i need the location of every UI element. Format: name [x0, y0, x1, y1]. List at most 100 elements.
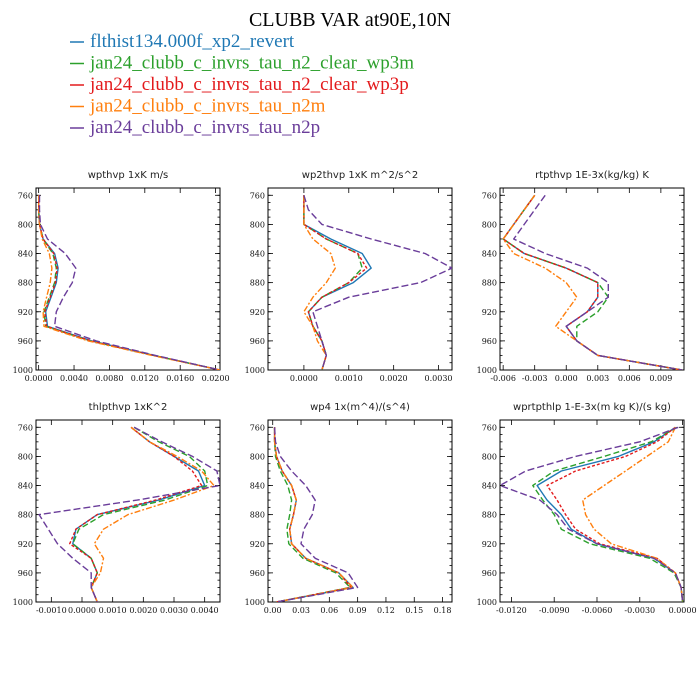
y-tick-label: 920	[482, 308, 497, 317]
y-tick-label: 960	[18, 569, 33, 578]
x-tick-label: 0.006	[618, 374, 641, 383]
series-line-3	[68, 426, 203, 602]
x-tick-label: 0.0040	[60, 374, 88, 383]
chart-panel: rtpthvp 1E-3x(kg/kg) K 760 800 840 880 920 960…	[477, 170, 685, 383]
series-line-2	[502, 194, 683, 370]
x-tick-label: 0.003	[586, 374, 609, 383]
y-tick-label: 840	[250, 482, 265, 491]
x-tick-label: 0.0200	[202, 374, 230, 383]
x-tick-label: 0.0120	[131, 374, 159, 383]
chart-panel: wpthvp 1xK m/s76080084088092096010000.00…	[13, 170, 230, 383]
series-line-1	[536, 426, 684, 602]
series-line-1	[38, 195, 220, 370]
x-tick-label: 0.12	[377, 606, 395, 615]
y-tick-label: 920	[18, 540, 33, 549]
y-tick-label: 880	[482, 511, 497, 520]
x-tick-label: -0.0090	[539, 606, 570, 615]
panel-title: wprtpthlp 1-E-3x(m kg K)/(s kg)	[513, 402, 671, 413]
x-tick-label: 0.0000	[290, 374, 318, 383]
y-tick-label: 880	[250, 511, 265, 520]
x-tick-label: 0.09	[349, 606, 367, 615]
x-tick-label: -0.0120	[496, 606, 527, 615]
x-tick-label: 0.0020	[380, 374, 408, 383]
y-tick-label: 920	[18, 308, 33, 317]
series-line-4	[90, 426, 215, 602]
y-tick-label: 800	[18, 452, 33, 461]
y-tick-label: 960	[250, 569, 265, 578]
series-group	[273, 427, 359, 602]
series-line-3	[502, 194, 683, 370]
chart-panel: thlpthvp 1xK^2 760 800 840 880 920 960 1000-0.0…	[13, 402, 221, 615]
series-group	[38, 195, 220, 370]
x-tick-label: 0.0000	[669, 606, 697, 615]
x-tick-label: 0.0040	[191, 606, 219, 615]
series-line-2	[38, 195, 220, 370]
x-tick-label: 0.03	[292, 606, 310, 615]
y-tick-label: 760	[482, 191, 497, 200]
legend-label: jan24_clubb_c_invrs_tau_n2_clear_wp3p	[89, 74, 409, 95]
series-line-4	[582, 426, 684, 602]
y-tick-label: 760	[250, 423, 265, 432]
x-tick-label: 0.0000	[25, 374, 53, 383]
x-tick-label: 0.009	[649, 374, 672, 383]
panel-title: thlpthvp 1xK^2	[89, 402, 168, 413]
y-tick-label: 960	[250, 337, 265, 346]
chart-panel: wp2thvp 1xK m^2/s^2 760 800 840 880 920 960 100…	[245, 170, 453, 383]
figure-title: CLUBB VAR at90E,10N	[249, 9, 451, 31]
y-tick-label: 880	[18, 511, 33, 520]
y-tick-label: 840	[250, 250, 265, 259]
y-tick-label: 1000	[245, 598, 265, 607]
y-tick-label: 800	[250, 452, 265, 461]
panel-title: wp4 1x(m^4)/(s^4)	[310, 402, 410, 413]
x-tick-label: 0.0030	[160, 606, 188, 615]
legend-label: jan24_clubb_c_invrs_tau_n2p	[89, 117, 320, 138]
y-tick-label: 800	[482, 452, 497, 461]
y-tick-label: 760	[482, 423, 497, 432]
plot-frame	[35, 419, 221, 603]
series-group	[500, 426, 684, 602]
series-line-5	[500, 426, 684, 602]
chart-panel: wp4 1x(m^4)/(s^4) 760 800 840 880 920 960 1000 0…	[245, 402, 453, 615]
series-group	[502, 194, 683, 370]
y-tick-label: 960	[482, 337, 497, 346]
series-line-5	[513, 194, 683, 370]
y-tick-label: 760	[18, 191, 33, 200]
series-line-2	[532, 426, 684, 602]
y-tick-label: 920	[250, 540, 265, 549]
y-tick-label: 960	[482, 569, 497, 578]
series-line-4	[303, 195, 336, 370]
series-line-5	[38, 195, 220, 370]
y-tick-label: 1000	[245, 366, 265, 375]
x-tick-label: 0.0160	[166, 374, 194, 383]
series-line-5	[38, 426, 220, 602]
x-tick-label: 0.000	[555, 374, 578, 383]
y-tick-label: 1000	[477, 598, 497, 607]
y-tick-label: 800	[482, 220, 497, 229]
x-tick-label: 0.0020	[129, 606, 157, 615]
series-line-2	[72, 426, 209, 602]
plot-frame	[499, 187, 685, 371]
x-tick-label: -0.006	[490, 374, 516, 383]
x-tick-label: 0.0010	[99, 606, 127, 615]
legend-label: jan24_clubb_c_invrs_tau_n2_clear_wp3m	[89, 53, 414, 74]
legend-label: flthist134.000f_xp2_revert	[90, 31, 295, 52]
series-line-3	[38, 195, 220, 370]
x-tick-label: 0.0080	[95, 374, 123, 383]
y-tick-label: 840	[18, 250, 33, 259]
legend: flthist134.000f_xp2_revertjan24_clubb_c_…	[70, 31, 414, 138]
series-line-2	[273, 427, 351, 602]
y-tick-label: 1000	[13, 366, 33, 375]
x-tick-label: -0.0010	[36, 606, 67, 615]
y-tick-label: 800	[250, 220, 265, 229]
x-tick-label: 0.06	[320, 606, 338, 615]
series-group	[38, 426, 220, 602]
panel-title: wpthvp 1xK m/s	[88, 170, 169, 181]
chart-panel: wprtpthlp 1-E-3x(m kg K)/(s kg) 760 800 840…	[477, 402, 697, 615]
y-tick-label: 880	[482, 279, 497, 288]
y-tick-label: 840	[482, 482, 497, 491]
series-line-1	[72, 426, 206, 602]
x-tick-label: -0.0060	[582, 606, 613, 615]
y-tick-label: 760	[250, 191, 265, 200]
x-tick-label: 0.15	[405, 606, 423, 615]
